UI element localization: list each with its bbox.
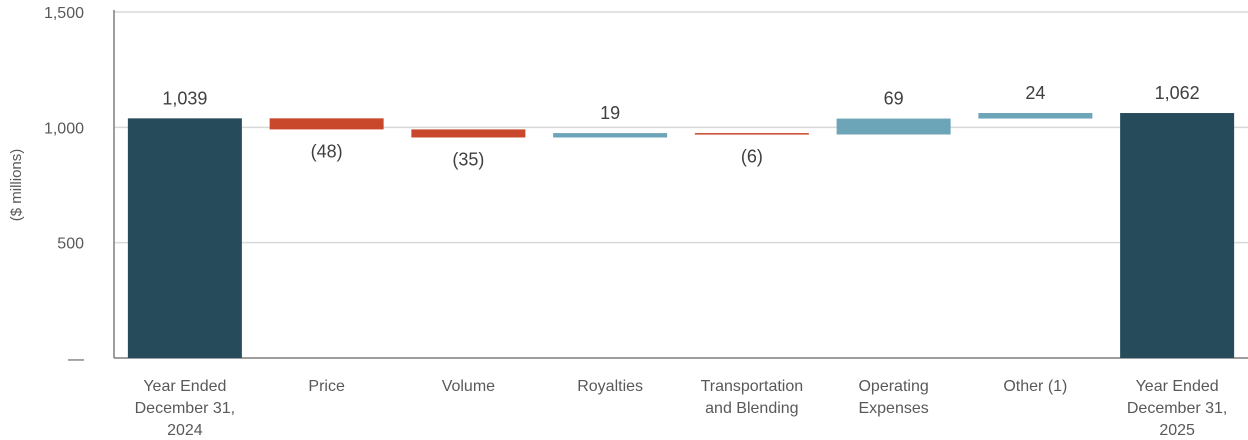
decrease-bar [269, 118, 384, 130]
decrease-bar [694, 133, 809, 135]
category-label: and Blending [705, 400, 798, 417]
data-label: (48) [311, 141, 343, 161]
increase-bar [836, 118, 951, 135]
category-labels: Year Ended December 31, 2024 Price Volume Roy… [135, 378, 1228, 439]
data-label: 1,062 [1155, 83, 1200, 103]
category-label: December 31, [135, 400, 236, 417]
y-tick-label: 1,500 [44, 5, 84, 22]
category-label: 2024 [167, 422, 203, 439]
category-label: Expenses [858, 400, 928, 417]
category-label: Volume [442, 378, 495, 395]
data-labels: 1,039 (48) (35) 19 (6) 69 24 1,062 [162, 83, 1199, 169]
total-bar [127, 118, 242, 358]
axes: — 500 1,000 1,500 [44, 5, 1248, 368]
data-label: 69 [884, 89, 904, 109]
y-axis-title: ($ millions) [8, 149, 25, 222]
category-label: Transportation [701, 378, 804, 395]
data-label: (6) [741, 146, 763, 166]
category-label: 2025 [1159, 422, 1195, 439]
increase-bar [978, 113, 1093, 119]
data-label: 19 [600, 103, 620, 123]
y-tick-label: 1,000 [44, 120, 84, 137]
data-label: 1,039 [162, 88, 207, 108]
category-label: Other (1) [1003, 378, 1067, 395]
category-label: Operating [858, 378, 928, 395]
data-label: (35) [452, 149, 484, 169]
category-label: Year Ended [1136, 378, 1219, 395]
category-label: December 31, [1127, 400, 1228, 417]
y-tick-label: 500 [57, 236, 84, 253]
category-label: Price [308, 378, 345, 395]
bars [127, 113, 1235, 358]
category-label: Year Ended [143, 378, 226, 395]
increase-bar [553, 133, 668, 138]
data-label: 24 [1025, 83, 1045, 103]
category-label: Royalties [577, 378, 643, 395]
total-bar [1120, 113, 1235, 358]
y-tick-label: — [68, 351, 84, 368]
decrease-bar [411, 129, 526, 138]
